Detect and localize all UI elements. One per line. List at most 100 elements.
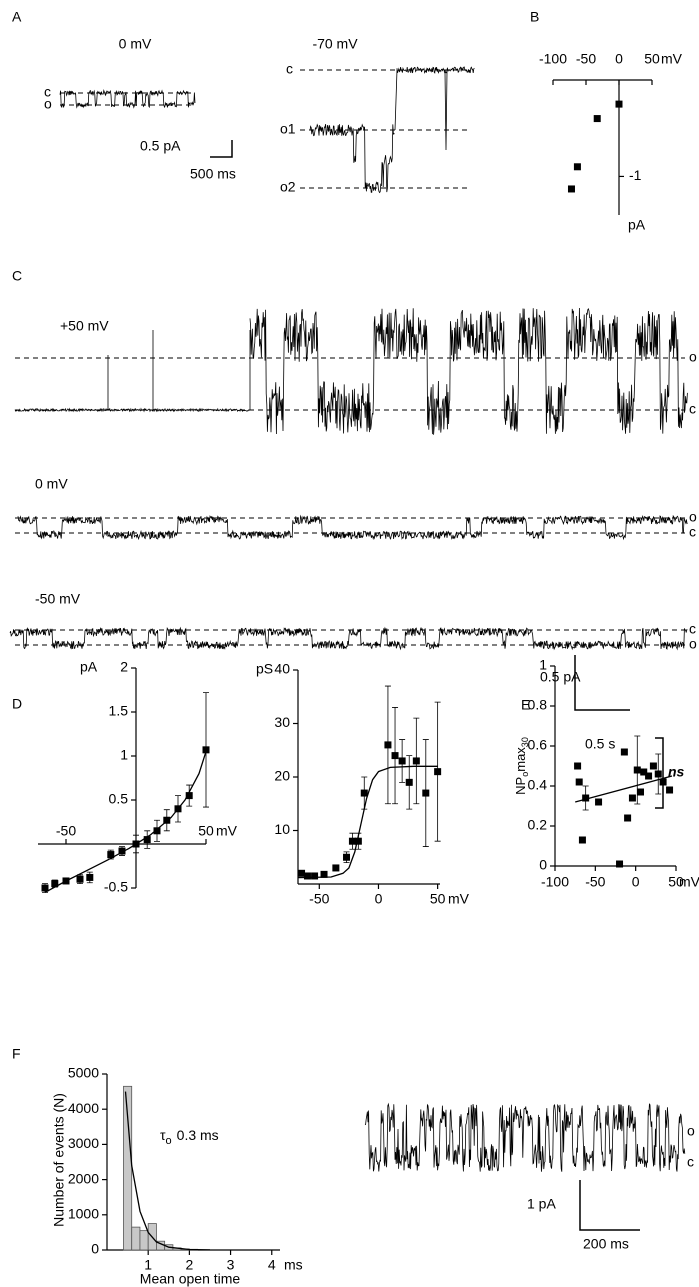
label: 50 [644,51,660,67]
ns-bracket [655,737,664,809]
label: pA [80,659,98,675]
point [434,768,442,776]
point [348,837,356,845]
label: A [12,9,22,25]
label: -100 [541,874,569,890]
bar [131,1226,141,1251]
label: 0.5 pA [540,669,581,685]
label: mV [679,874,699,890]
point [311,872,319,880]
label: 200 ms [583,1236,629,1252]
trace [309,123,395,194]
point [578,836,586,844]
label: 5000 [68,1065,99,1081]
label: 0 mV [119,36,152,52]
point [654,770,662,778]
point [41,884,49,892]
point [303,872,311,880]
trace [9,626,688,651]
point [118,847,126,855]
label: 0 [539,857,547,873]
label: D [12,696,22,712]
point [384,741,392,749]
label: 50 [198,823,214,839]
point [573,163,581,171]
label: c [286,61,293,77]
point [582,794,590,802]
label: 50 [668,874,684,890]
bar [139,1230,149,1251]
scale-bar-a [210,140,233,158]
label: mV [661,51,683,67]
label: 1 [539,657,547,673]
label: mV [216,823,238,839]
label: pA [628,217,646,233]
label: 40 [274,661,290,677]
label: 4000 [68,1100,99,1116]
label: 0.8 [528,697,548,713]
label: 0.2 [528,817,548,833]
point [86,873,94,881]
annotation-text: 0.3 ms [177,1127,219,1143]
trace [59,88,196,109]
label: 1 pA [527,1196,556,1212]
trace [394,66,475,151]
point [298,869,306,877]
label: -70 mV [312,36,358,52]
label: F [12,1046,21,1062]
label: 0 [375,891,383,907]
label: 0.5 s [585,736,615,752]
label: 1 [120,747,128,763]
label: 0.5 [109,791,129,807]
point [185,792,193,800]
label: -50 [56,823,76,839]
label: -50 [309,891,329,907]
label: o [689,349,697,365]
point [593,115,601,123]
fit-line [44,751,207,893]
label: 0.4 [528,777,548,793]
point [575,778,583,786]
label: o [687,1123,695,1139]
annotation-sub: o [166,1135,172,1147]
point [391,752,399,760]
label: 1.5 [109,703,129,719]
label: B [530,9,539,25]
y-label-part: 30 [520,737,530,747]
point [628,794,636,802]
fit-line [297,765,438,879]
point [633,766,641,774]
y-label-part: max [513,747,528,772]
point [412,757,420,765]
label: C [12,268,22,284]
label: 3 [227,1257,235,1273]
label: -50 [585,874,605,890]
trace [14,330,251,413]
label: +50 mV [60,318,109,334]
point [202,746,210,754]
label: pS [256,661,273,677]
label: 10 [274,821,290,837]
scale-bars [210,140,664,1231]
label: o1 [280,121,296,137]
label: mV [448,891,470,907]
label: c [687,1154,694,1170]
point [659,778,667,786]
label: 0.5 pA [140,138,181,154]
point [574,762,582,770]
point [666,786,674,794]
point [637,788,645,796]
y-axis-label: NPomax30 [513,737,530,795]
label: 0 [615,51,623,67]
label: 2 [185,1257,193,1273]
point [107,851,115,859]
label: 3000 [68,1135,99,1151]
trace [249,307,688,435]
label: -100 [539,51,567,67]
point [624,814,632,822]
point [405,778,413,786]
label: 4 [268,1257,276,1273]
label: 0 [632,874,640,890]
point [76,875,84,883]
